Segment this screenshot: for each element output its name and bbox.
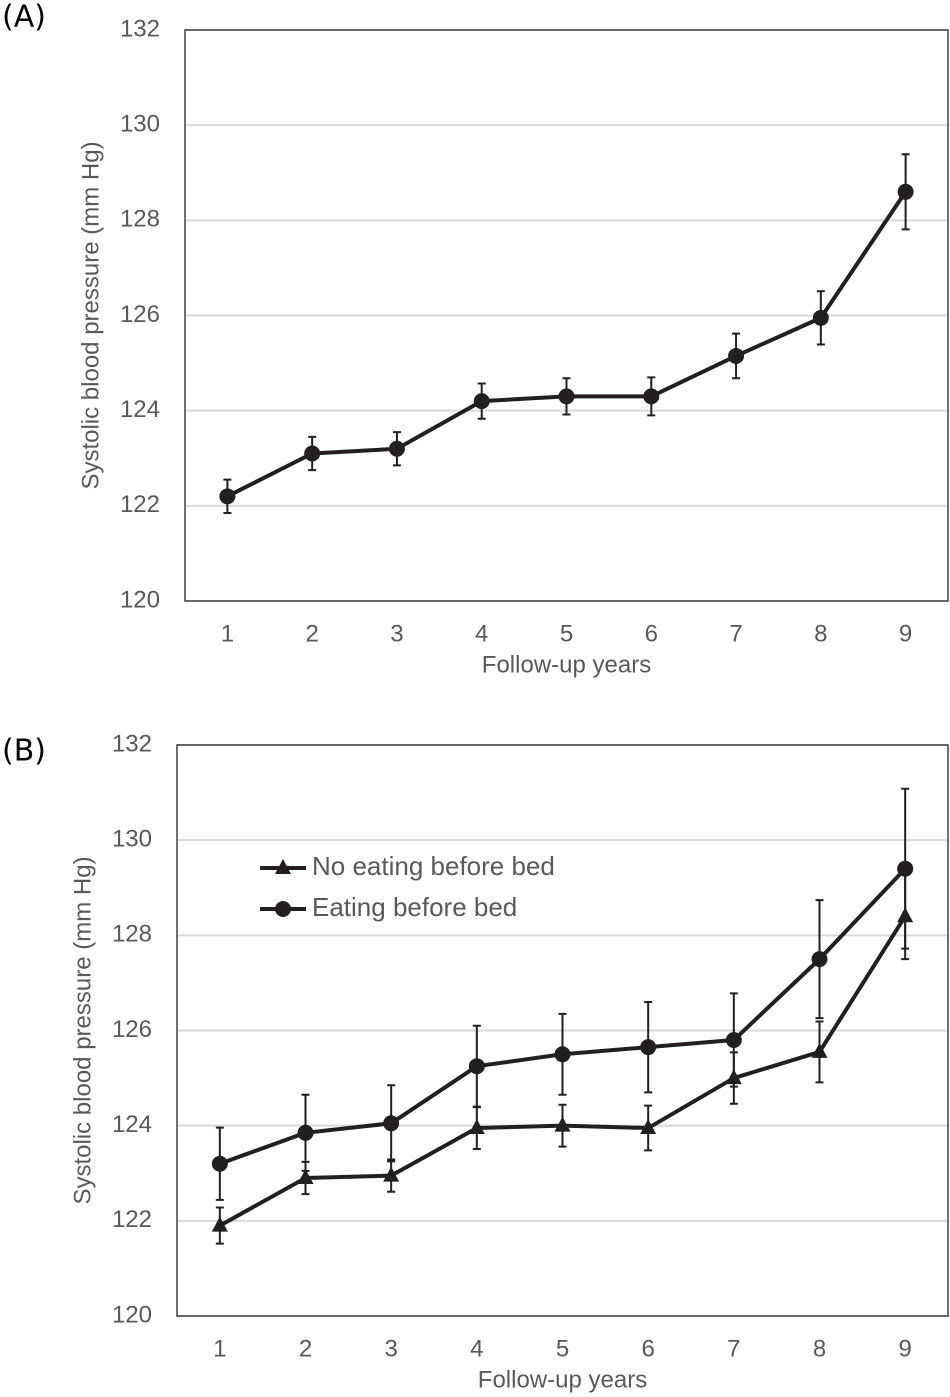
x-tick-label: 9 (899, 620, 912, 647)
circle-marker (468, 1058, 485, 1075)
x-tick-label: 2 (305, 620, 318, 647)
plot-frame (176, 744, 949, 1317)
x-tick-label: 7 (729, 620, 742, 647)
y-tick-label: 120 (112, 1301, 152, 1328)
y-axis-label: Systolic blood pressure (mm Hg) (77, 141, 104, 489)
x-tick-label: 4 (470, 1335, 483, 1362)
x-tick-label: 2 (299, 1335, 312, 1362)
x-tick-label: 7 (727, 1335, 740, 1362)
circle-marker (473, 393, 490, 410)
x-tick-label: 6 (645, 620, 658, 647)
circle-marker (811, 951, 828, 968)
circle-marker (297, 1124, 314, 1141)
x-tick-label: 1 (213, 1335, 226, 1362)
y-tick-label: 122 (112, 1206, 152, 1233)
circle-marker (211, 1155, 228, 1172)
circle-marker (812, 309, 829, 326)
panel-label: (B) (2, 734, 46, 769)
triangle-marker (468, 1119, 485, 1135)
y-tick-label: 126 (120, 301, 160, 328)
x-tick-label: 4 (475, 620, 488, 647)
circle-marker (725, 1032, 742, 1049)
y-tick-label: 132 (112, 730, 152, 757)
circle-marker (304, 445, 321, 462)
x-tick-label: 8 (814, 620, 827, 647)
circle-marker (643, 388, 660, 405)
x-tick-label: 6 (641, 1335, 654, 1362)
x-axis-label: Follow-up years (482, 651, 651, 678)
circle-marker (554, 1046, 571, 1063)
y-tick-label: 124 (120, 396, 160, 423)
y-tick-label: 132 (120, 15, 160, 42)
y-tick-label: 128 (120, 206, 160, 233)
x-axis-label: Follow-up years (478, 1366, 647, 1393)
circle-marker (897, 860, 914, 877)
circle-marker (383, 1115, 400, 1132)
series-line (226, 190, 908, 499)
x-tick-label: 1 (221, 620, 234, 647)
legend-label: No eating before bed (312, 851, 555, 881)
triangle-marker (640, 1119, 657, 1135)
circle-marker (388, 440, 405, 457)
circle-marker (640, 1039, 657, 1056)
plot-frame (184, 29, 949, 602)
panel-label: (A) (2, 0, 46, 35)
circle-marker (897, 183, 914, 200)
circle-marker (728, 347, 745, 364)
circle-marker (219, 488, 236, 505)
triangle-marker (211, 1216, 228, 1232)
y-tick-label: 126 (112, 1016, 152, 1043)
x-tick-label: 5 (556, 1335, 569, 1362)
y-tick-label: 124 (112, 1111, 152, 1138)
triangle-marker (811, 1042, 828, 1058)
legend-label: Eating before bed (312, 892, 517, 922)
x-tick-label: 5 (560, 620, 573, 647)
triangle-marker (297, 1169, 314, 1185)
y-tick-label: 122 (120, 491, 160, 518)
y-tick-label: 130 (112, 826, 152, 853)
x-tick-label: 8 (813, 1335, 826, 1362)
circle-marker (558, 388, 575, 405)
circle-marker (275, 901, 291, 917)
triangle-marker (275, 859, 291, 874)
y-tick-label: 130 (120, 111, 160, 138)
y-tick-label: 120 (120, 586, 160, 613)
x-tick-label: 9 (898, 1335, 911, 1362)
y-tick-label: 128 (112, 921, 152, 948)
y-axis-label: Systolic blood pressure (mm Hg) (69, 856, 96, 1204)
triangle-marker (554, 1116, 571, 1132)
triangle-marker (383, 1166, 400, 1182)
x-tick-label: 3 (390, 620, 403, 647)
x-tick-label: 3 (384, 1335, 397, 1362)
